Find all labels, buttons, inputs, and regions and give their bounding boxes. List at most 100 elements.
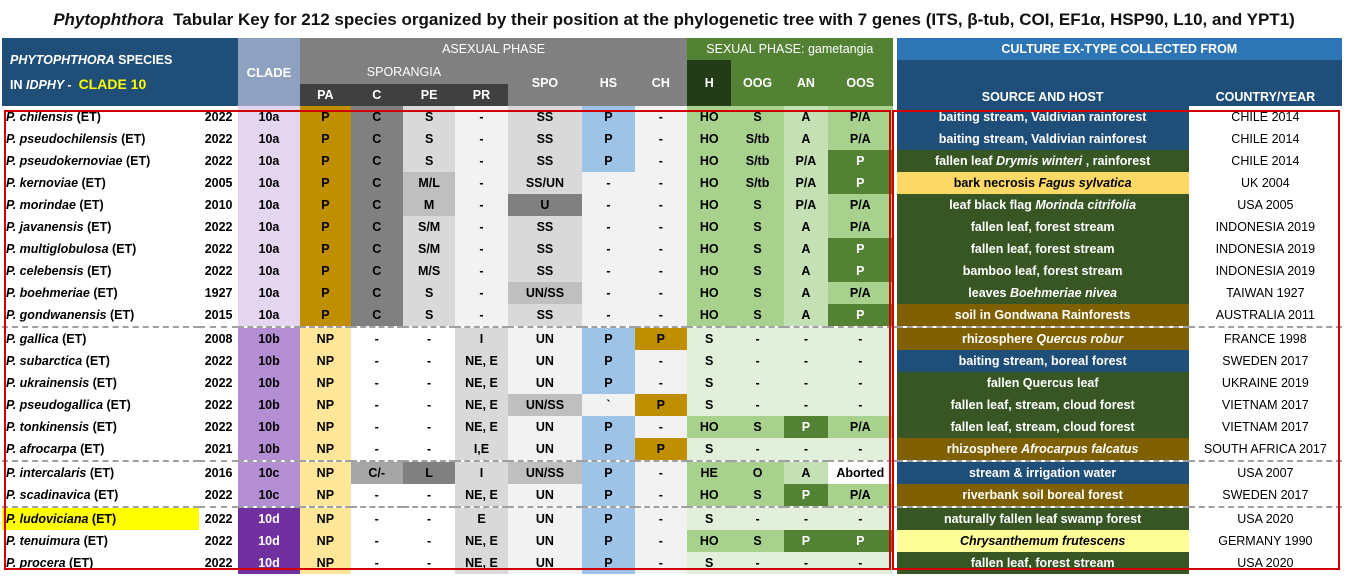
- species-binomial: P. subarctica: [6, 354, 83, 368]
- h-cell: HO: [687, 172, 732, 194]
- pa-cell: NP: [300, 394, 351, 416]
- ch-cell: -: [634, 128, 688, 150]
- year-cell: 2022: [204, 488, 233, 502]
- hs-cell: -: [582, 304, 635, 327]
- species-binomial: P. ukrainensis: [6, 376, 90, 390]
- table-row: P. chilensis (ET) 2022 10a P C S - SS P - HO S A P/A b…: [2, 106, 1342, 128]
- hs-cell: -: [582, 194, 635, 216]
- an-cell: P/A: [783, 172, 829, 194]
- source-text: rhizosphere: [962, 332, 1037, 346]
- oos-cell: P/A: [828, 106, 893, 128]
- title-text: Tabular Key for 212 species organized by…: [173, 10, 1295, 29]
- species-type-suffix: (ET): [86, 466, 115, 480]
- source-host-cell: bamboo leaf, forest stream: [896, 260, 1189, 282]
- c-cell: C: [350, 150, 403, 172]
- source-host-cell: fallen leaf, forest stream: [896, 552, 1189, 574]
- source-host-cell: riverbank soil boreal forest: [896, 484, 1189, 507]
- c-cell: C: [350, 128, 403, 150]
- spo-cell: UN/SS: [507, 282, 583, 304]
- asexual-phase-header: ASEXUAL PHASE: [300, 38, 688, 60]
- pe-cell: -: [402, 350, 456, 372]
- ch-header: CH: [634, 60, 688, 106]
- country-year-cell: CHILE 2014: [1231, 154, 1300, 168]
- source-host-cell: bark necrosis Fagus sylvatica: [896, 172, 1189, 194]
- pe-cell: M: [402, 194, 456, 216]
- year-cell: 2022: [204, 354, 233, 368]
- species-type-suffix: (ET): [80, 534, 108, 548]
- pa-cell: P: [300, 106, 351, 128]
- source-host-cell: fallen leaf, forest stream: [896, 238, 1189, 260]
- oog-cell: -: [731, 372, 784, 394]
- pr-cell: E: [455, 506, 508, 530]
- host-name: Boehmeriae nivea: [1009, 286, 1117, 300]
- h-cell: HO: [687, 416, 732, 438]
- ch-cell: -: [634, 282, 688, 304]
- source-text: soil in Gondwana Rainforests: [954, 308, 1131, 322]
- pe-cell: -: [402, 416, 456, 438]
- c-cell: C: [350, 106, 403, 128]
- oog-cell: S/tb: [731, 150, 784, 172]
- source-text: fallen leaf, forest stream: [970, 220, 1115, 234]
- species-name: P. subarctica (ET): [2, 350, 199, 372]
- h-cell: HO: [687, 106, 732, 128]
- species-type-suffix: (ET): [82, 354, 110, 368]
- clade-cell: 10c: [237, 460, 301, 484]
- pa-cell: NP: [300, 552, 351, 574]
- ch-cell: P: [634, 438, 688, 461]
- table-row: P. gondwanensis (ET) 2015 10a P C S - SS - - HO S A P…: [2, 304, 1342, 327]
- hs-cell: `: [582, 394, 635, 416]
- spo-cell: UN/SS: [507, 394, 583, 416]
- c-cell: -: [350, 394, 403, 416]
- source-text: naturally fallen leaf swamp forest: [943, 512, 1142, 526]
- h-header: H: [687, 60, 732, 106]
- clade-cell: 10a: [237, 128, 301, 150]
- oos-cell: P: [828, 304, 893, 327]
- pr-header: PR: [455, 84, 508, 106]
- an-cell: A: [783, 260, 829, 282]
- c-cell: -: [350, 372, 403, 394]
- oog-cell: S/tb: [731, 172, 784, 194]
- species-name: P. ukrainensis (ET): [2, 372, 199, 394]
- table-row: P. pseudochilensis (ET) 2022 10a P C S - SS P - HO…: [2, 128, 1342, 150]
- c-cell: -: [350, 506, 403, 530]
- table-row: P. pseudogallica (ET) 2022 10b NP - - NE, E UN/…: [2, 394, 1342, 416]
- country-year-cell: AUSTRALIA 2011: [1215, 308, 1315, 322]
- species-type-suffix: (ET): [89, 286, 118, 300]
- species-binomial: P. multiglobulosa: [6, 242, 109, 256]
- pe-cell: S/M: [402, 238, 456, 260]
- hs-cell: -: [582, 260, 635, 282]
- source-text-tail: , rainforest: [1082, 154, 1151, 168]
- species-name: P. intercalaris (ET): [2, 460, 200, 484]
- oog-cell: S: [731, 416, 784, 438]
- c-cell: -: [350, 552, 403, 574]
- h-cell: S: [687, 552, 732, 574]
- pr-cell: -: [455, 282, 508, 304]
- ch-cell: -: [634, 552, 688, 574]
- pa-cell: NP: [300, 484, 351, 507]
- c-cell: C: [350, 216, 403, 238]
- pr-cell: NE, E: [455, 416, 508, 438]
- country-year-cell: UK 2004: [1241, 176, 1290, 190]
- h-cell: HO: [687, 484, 732, 507]
- species-type-suffix: (ET): [73, 110, 101, 124]
- pa-cell: P: [300, 282, 351, 304]
- culture-header: CULTURE EX-TYPE COLLECTED FROM: [896, 38, 1342, 60]
- species-type-suffix: (ET): [88, 512, 117, 526]
- year-cell: 2016: [199, 460, 238, 484]
- c-cell: C: [350, 194, 403, 216]
- an-cell: P: [783, 484, 829, 507]
- oos-cell: -: [828, 350, 893, 372]
- source-host-cell: soil in Gondwana Rainforests: [896, 304, 1189, 327]
- table-row: P. ukrainensis (ET) 2022 10b NP - - NE, E UN P - S…: [2, 372, 1342, 394]
- an-cell: -: [783, 506, 829, 530]
- clade-cell: 10a: [237, 172, 301, 194]
- pr-cell: NE, E: [455, 530, 508, 552]
- country-year-cell: GERMANY 1990: [1218, 534, 1313, 548]
- ch-cell: -: [634, 530, 688, 552]
- species-binomial: P. gondwanensis: [6, 308, 107, 322]
- h-cell: S: [687, 506, 732, 530]
- species-binomial: P. gallica: [6, 332, 59, 346]
- species-name: P. tenuimura (ET): [2, 530, 199, 552]
- species-type-suffix: (ET): [76, 442, 105, 456]
